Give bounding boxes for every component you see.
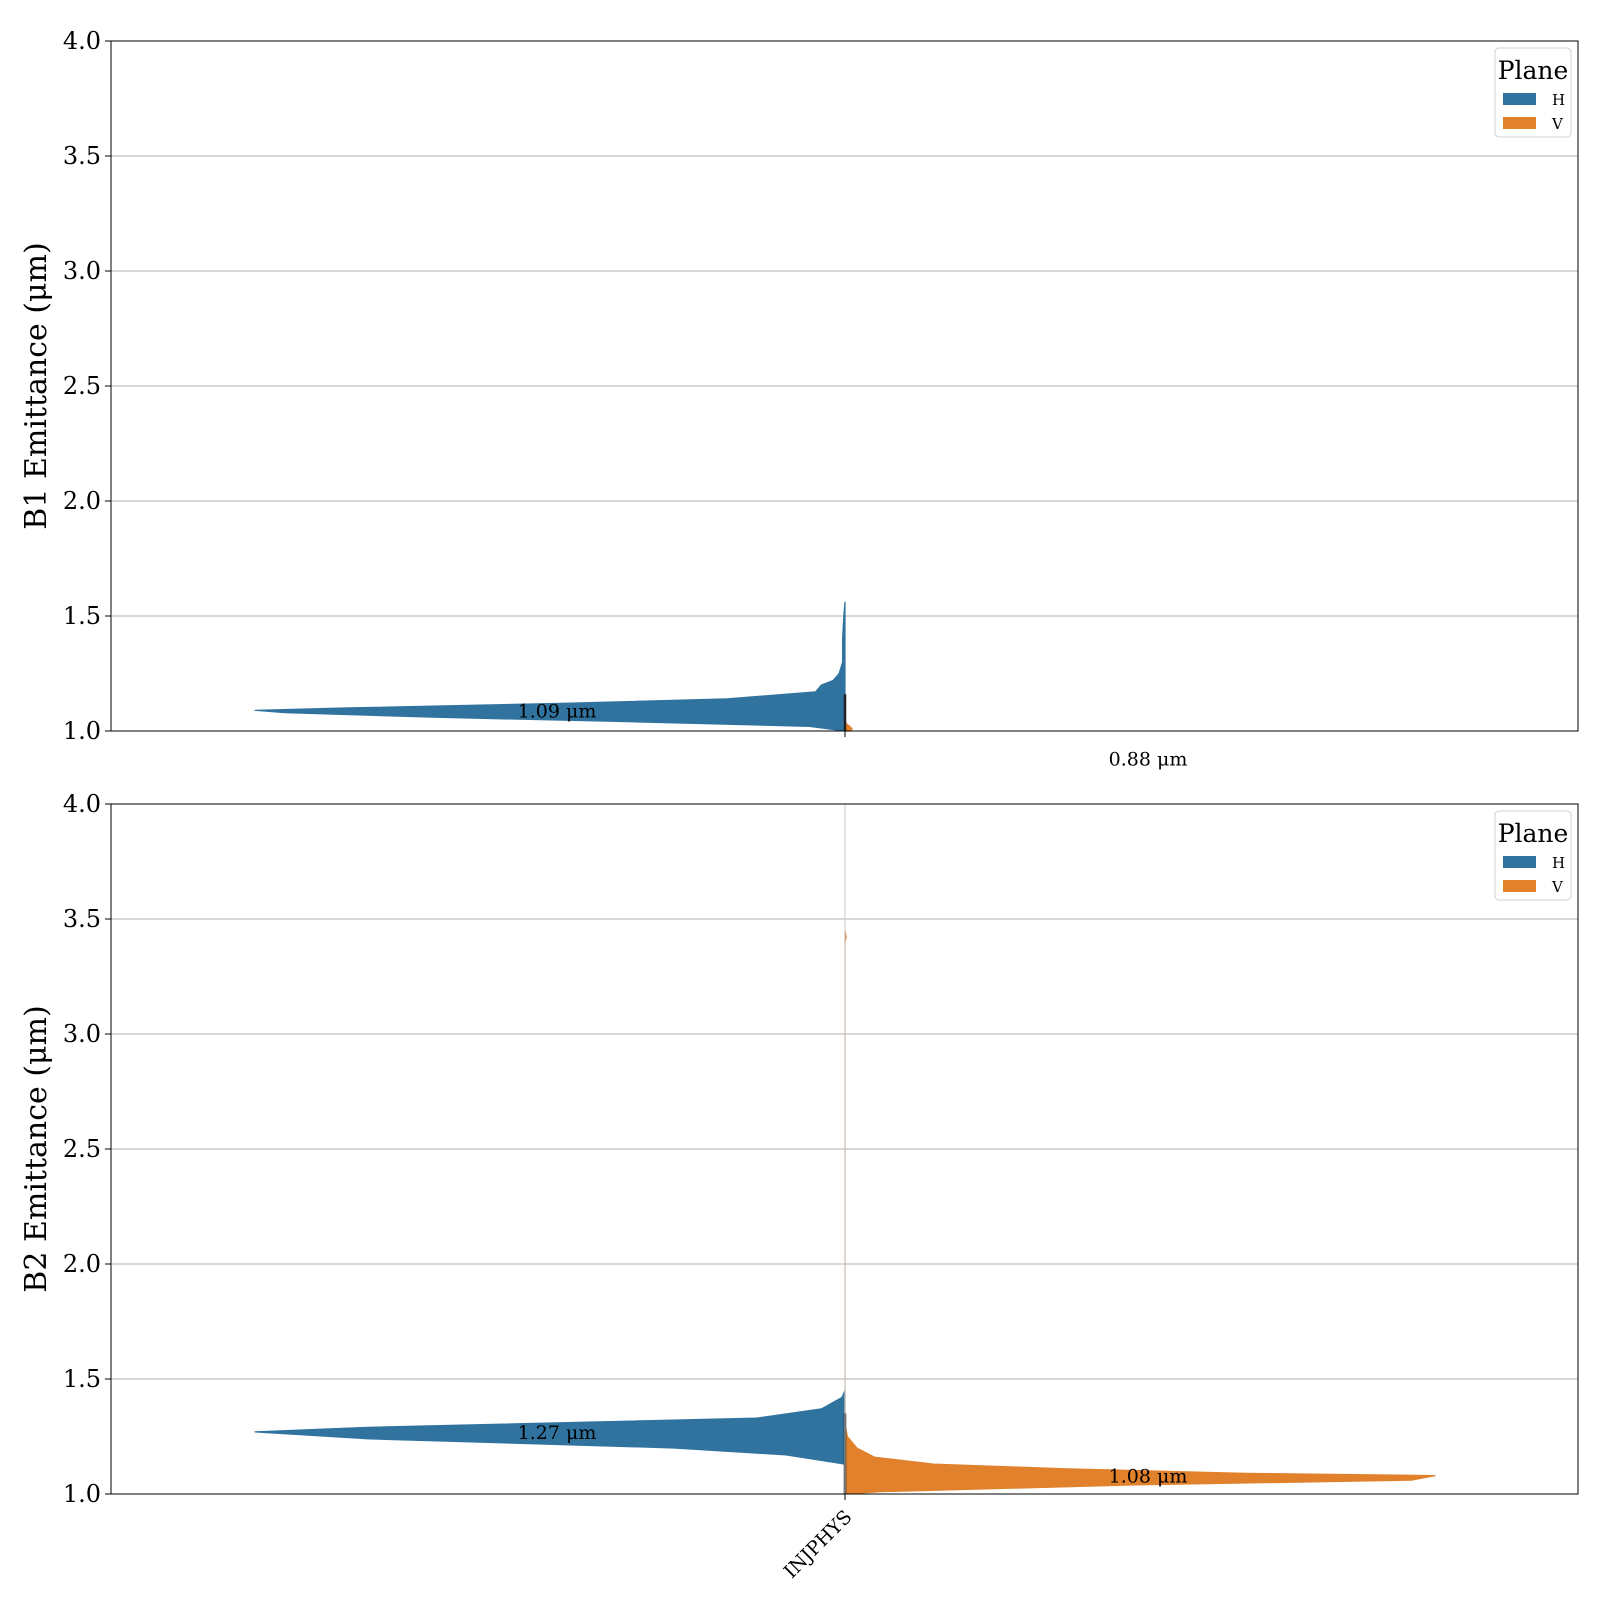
legend-label-v: V — [1551, 878, 1564, 896]
y-tick-label: 4.0 — [63, 27, 101, 55]
y-tick-label: 1.5 — [63, 1365, 101, 1393]
y-tick-label: 2.5 — [63, 1135, 101, 1163]
annotation-v: 1.08 μm — [1109, 1466, 1188, 1488]
violin-h — [254, 601, 846, 732]
y-axis-title: B2 Emittance (μm) — [19, 1005, 54, 1292]
y-tick-label: 1.0 — [63, 717, 101, 745]
x-tick-label: INJPHYS — [780, 1506, 857, 1583]
annotation-h: 1.27 μm — [518, 1422, 597, 1444]
legend-box — [1494, 47, 1572, 138]
legend-swatch-v — [1503, 880, 1536, 892]
legend-swatch-h — [1503, 93, 1536, 105]
legend-label-h: H — [1552, 854, 1565, 872]
legend-box — [1494, 810, 1572, 901]
annotation-v: 0.88 μm — [1109, 749, 1188, 771]
y-tick-label: 3.0 — [63, 257, 101, 285]
y-tick-label: 2.0 — [63, 1250, 101, 1278]
chart-panel-2: 1.0 1.5 2.0 2.5 3.0 3.5 4.0 1.27 μm 1.08 μm INJPH… — [19, 790, 1579, 1583]
y-tick-label: 4.0 — [63, 790, 101, 818]
y-tick-label: 1.0 — [63, 1480, 101, 1508]
y-tick-label: 2.0 — [63, 487, 101, 515]
y-tick-label: 3.0 — [63, 1020, 101, 1048]
y-tick-label: 1.5 — [63, 602, 101, 630]
violin-v — [844, 929, 1436, 1495]
legend-title: Plane — [1498, 56, 1569, 85]
legend-label-v: V — [1551, 115, 1564, 133]
violin-h — [254, 1389, 846, 1465]
legend-swatch-v — [1503, 117, 1536, 129]
y-axis-title: B1 Emittance (μm) — [19, 242, 54, 529]
chart-panel-1: 1.0 1.5 2.0 2.5 3.0 3.5 4.0 1.09 μm 0.88 μm B1 Em… — [19, 27, 1579, 771]
legend-label-h: H — [1552, 91, 1565, 109]
y-tick-label: 3.5 — [63, 142, 101, 170]
legend-title: Plane — [1498, 819, 1569, 848]
y-tick-label: 3.5 — [63, 905, 101, 933]
y-tick-label: 2.5 — [63, 372, 101, 400]
legend-swatch-h — [1503, 856, 1536, 868]
annotation-h: 1.09 μm — [518, 700, 597, 722]
